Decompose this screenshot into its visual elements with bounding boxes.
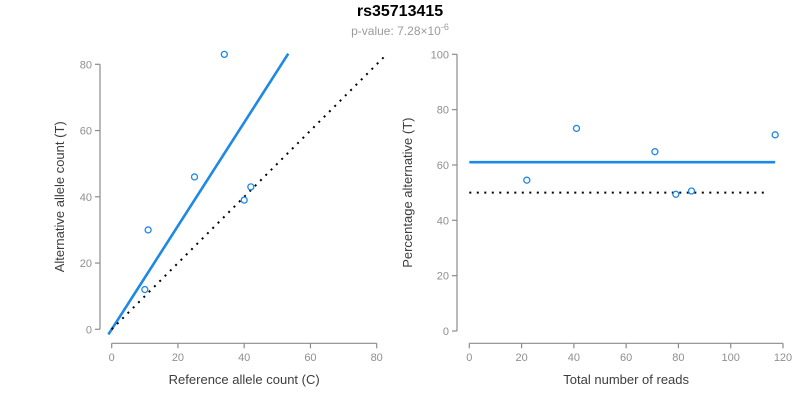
x-tick-label: 40 xyxy=(238,352,250,364)
x-tick-label: 20 xyxy=(172,352,184,364)
y-tick-label: 40 xyxy=(80,192,92,204)
identity-line xyxy=(110,52,389,331)
x-tick-label: 0 xyxy=(466,352,472,364)
y-tick-label: 0 xyxy=(86,324,92,336)
y-tick-label: 100 xyxy=(431,49,449,61)
data-point xyxy=(144,226,152,234)
y-tick-label: 0 xyxy=(443,326,449,338)
data-point xyxy=(190,173,199,181)
data-point xyxy=(240,196,248,204)
y-tick-label: 40 xyxy=(437,215,449,227)
y-tick-label: 80 xyxy=(80,59,92,71)
x-tick-label: 20 xyxy=(515,352,527,364)
data-point xyxy=(771,131,779,139)
data-point xyxy=(651,148,659,156)
y-tick-label: 60 xyxy=(437,160,449,172)
data-point xyxy=(572,124,581,133)
y-axis-title: Alternative allele count (T) xyxy=(52,121,67,272)
x-tick-label: 60 xyxy=(304,352,316,364)
y-axis-title: Percentage alternative (T) xyxy=(400,118,415,268)
fitted-proportion-line xyxy=(107,52,290,336)
data-point xyxy=(672,190,680,198)
allele-counts-plot: 0 20 40 60 80 0 20 40 60 80 Reference allele count… xyxy=(52,50,389,387)
x-tick-label: 120 xyxy=(774,352,792,364)
y-tick-label: 60 xyxy=(80,126,92,138)
y-tick-label: 20 xyxy=(437,271,449,283)
data-point xyxy=(220,50,228,59)
x-tick-label: 100 xyxy=(722,352,740,364)
x-tick-label: 60 xyxy=(620,352,632,364)
y-tick-label: 80 xyxy=(437,105,449,117)
data-point xyxy=(141,285,149,294)
x-tick-label: 80 xyxy=(371,352,383,364)
y-tick-label: 20 xyxy=(80,258,92,270)
x-tick-label: 80 xyxy=(672,352,684,364)
data-point xyxy=(247,183,255,191)
x-axis-title: Reference allele count (C) xyxy=(169,372,320,387)
data-point xyxy=(687,187,696,195)
percentage-alternative-plot: 0 20 40 60 80 100 120 0 20 40 60 80 100 Total number … xyxy=(400,49,792,387)
x-tick-label: 40 xyxy=(568,352,580,364)
data-point xyxy=(523,176,531,184)
x-axis-title: Total number of reads xyxy=(563,372,689,387)
x-tick-label: 0 xyxy=(109,352,115,364)
